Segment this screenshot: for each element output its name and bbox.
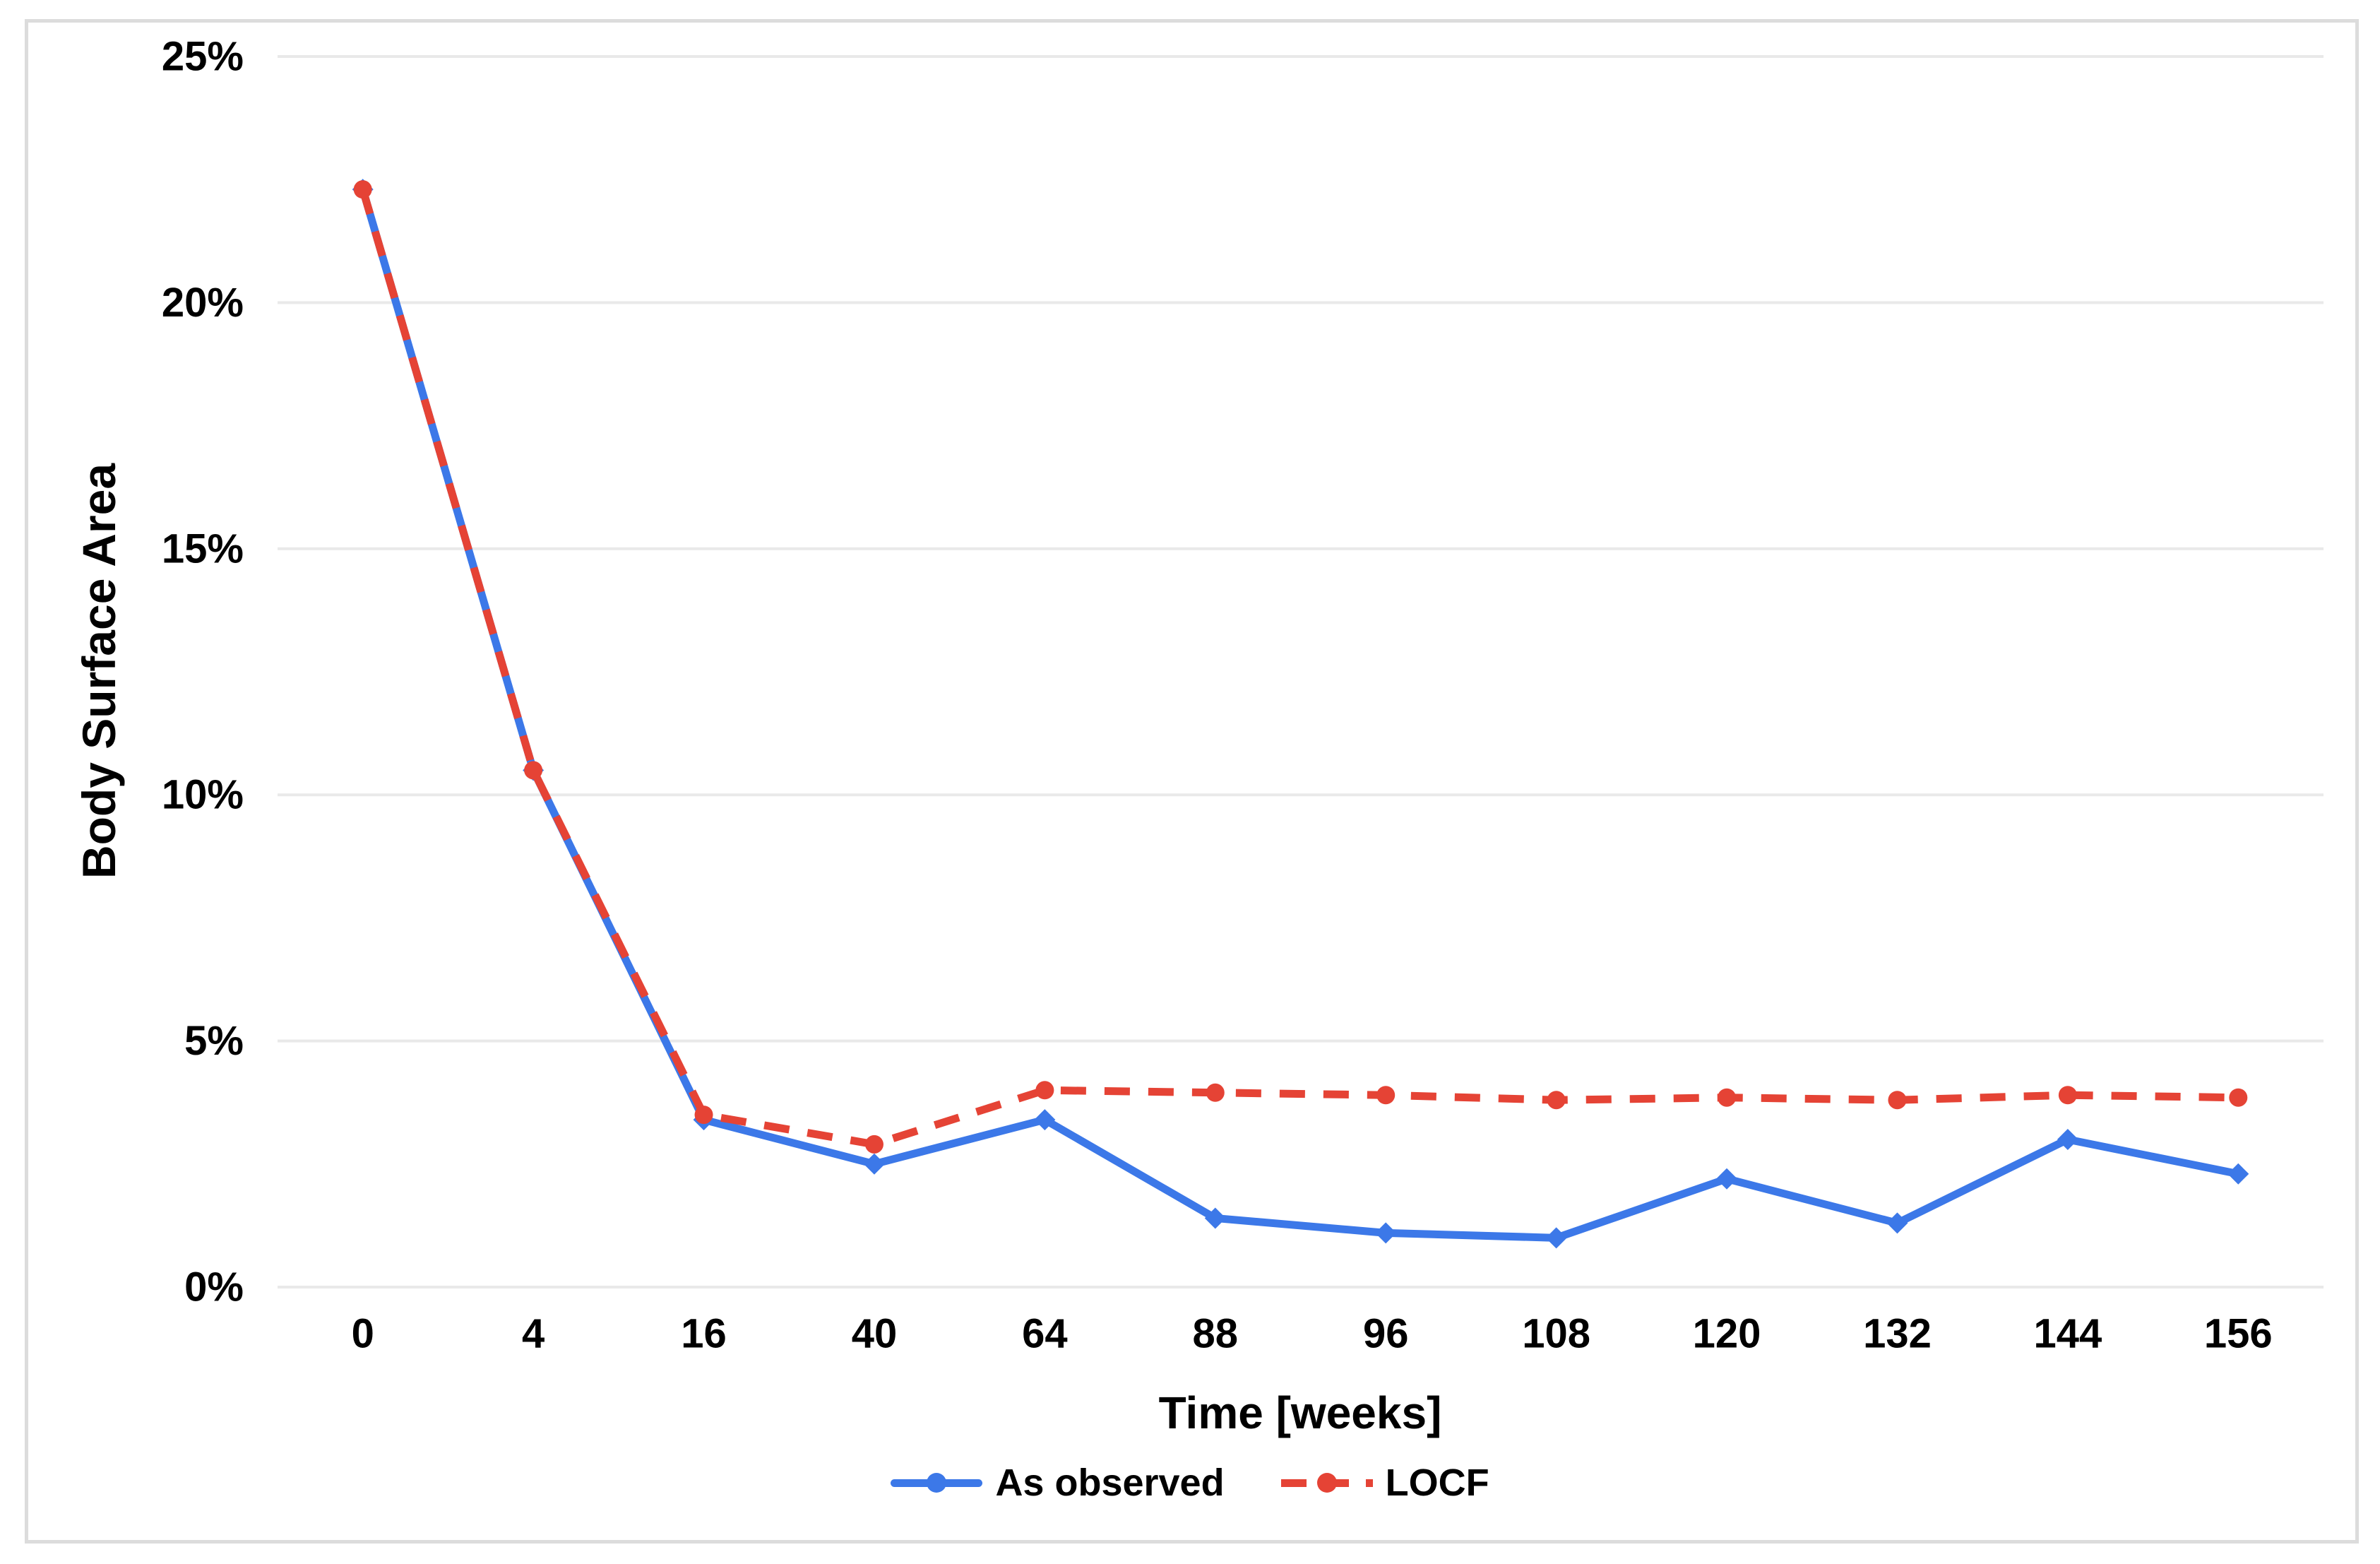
y-tick-label: 0%: [184, 1264, 244, 1310]
x-tick-label: 156: [2204, 1311, 2273, 1357]
x-tick-label: 40: [852, 1311, 898, 1357]
x-tick-label: 96: [1363, 1311, 1409, 1357]
y-tick-label: 25%: [162, 34, 244, 80]
x-tick-label: 0: [352, 1311, 374, 1357]
data-point: [1547, 1091, 1566, 1110]
data-point: [1886, 1212, 1908, 1234]
legend-label: As observed: [995, 1462, 1225, 1504]
data-point: [1718, 1088, 1737, 1107]
y-tick-label: 5%: [184, 1018, 244, 1064]
series-line-locf: [359, 188, 2239, 1149]
data-point: [2227, 1163, 2249, 1185]
data-point: [2057, 1128, 2078, 1150]
x-tick-label: 132: [1863, 1311, 1932, 1357]
x-tick-label: 88: [1193, 1311, 1239, 1357]
marker-dot: [1316, 1473, 1337, 1493]
data-point: [1206, 1083, 1225, 1102]
data-point: [863, 1153, 885, 1175]
data-point: [1376, 1086, 1396, 1105]
data-point: [1204, 1207, 1226, 1229]
legend-label: LOCF: [1385, 1462, 1489, 1504]
series-line-as-observed: [359, 188, 2239, 1242]
y-tick-label: 15%: [162, 526, 244, 571]
legend-item-locf: LOCF: [1280, 1462, 1489, 1504]
y-tick-label: 10%: [162, 772, 244, 818]
legend: As observed LOCF: [0, 1464, 2380, 1502]
x-axis-title: Time [weeks]: [1158, 1387, 1442, 1438]
data-point: [1888, 1091, 1907, 1110]
x-tick-label: 4: [522, 1311, 545, 1357]
y-axis-title: Body Surface Area: [73, 463, 125, 879]
x-tick-label: 64: [1022, 1311, 1068, 1357]
x-tick-label: 120: [1693, 1311, 1761, 1357]
data-point: [1545, 1227, 1567, 1249]
data-point: [1035, 1081, 1054, 1100]
data-point: [2058, 1086, 2077, 1105]
figure-border: [25, 19, 2359, 1544]
marker-dot: [927, 1473, 947, 1493]
data-point: [1375, 1222, 1397, 1244]
legend-item-as-observed: As observed: [891, 1462, 1225, 1504]
data-point: [353, 180, 372, 199]
y-tick-label: 20%: [162, 280, 244, 326]
data-point: [1716, 1168, 1738, 1190]
data-point: [864, 1135, 883, 1154]
data-point: [2229, 1088, 2248, 1107]
data-point: [694, 1106, 713, 1125]
x-tick-label: 16: [681, 1311, 727, 1357]
legend-swatch: [891, 1472, 983, 1493]
legend-swatch: [1280, 1472, 1373, 1493]
data-point: [524, 761, 543, 780]
x-tick-label: 144: [2033, 1311, 2102, 1357]
x-tick-label: 108: [1522, 1311, 1590, 1357]
data-point: [1034, 1109, 1056, 1131]
